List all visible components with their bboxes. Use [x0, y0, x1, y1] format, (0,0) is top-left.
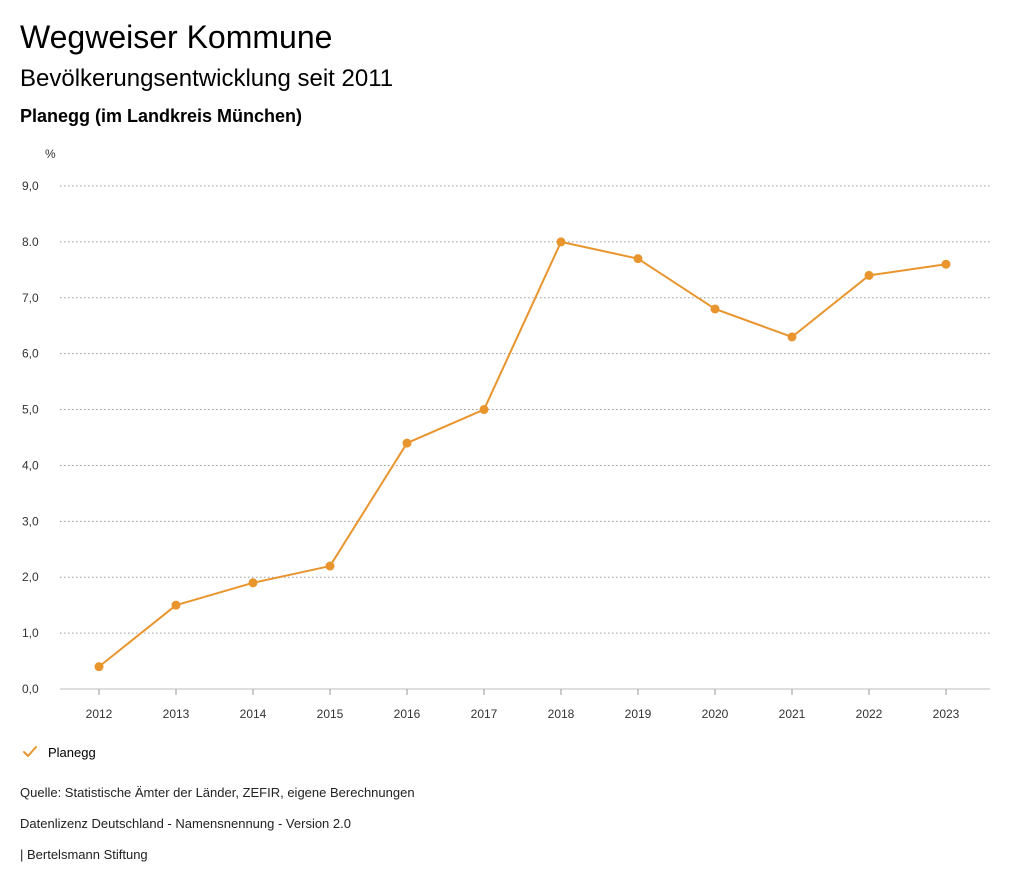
x-tick-label: 2021: [779, 707, 806, 721]
data-point[interactable]: [402, 438, 412, 448]
data-point[interactable]: [248, 578, 258, 588]
data-point[interactable]: [94, 662, 104, 672]
y-tick-label: 2,0: [22, 570, 39, 584]
y-tick-label: 0,0: [22, 682, 39, 696]
source-text: Quelle: Statistische Ämter der Länder, Z…: [20, 785, 415, 800]
data-point[interactable]: [633, 254, 643, 264]
data-point[interactable]: [171, 600, 181, 610]
y-tick-label: 9,0: [22, 179, 39, 193]
data-point[interactable]: [787, 332, 797, 342]
y-tick-label: 8.0: [22, 235, 39, 249]
y-tick-label: 4,0: [22, 458, 39, 472]
data-point[interactable]: [941, 259, 951, 269]
data-point[interactable]: [325, 561, 335, 571]
data-point[interactable]: [556, 237, 566, 247]
x-tick-label: 2022: [856, 707, 883, 721]
data-point[interactable]: [479, 405, 489, 415]
y-axis-unit-label: %: [45, 147, 56, 161]
x-tick-label: 2017: [471, 707, 498, 721]
legend-item-planegg[interactable]: Planegg: [22, 744, 96, 760]
x-tick-label: 2023: [933, 707, 960, 721]
y-tick-label: 7,0: [22, 291, 39, 305]
x-tick-label: 2015: [317, 707, 344, 721]
x-tick-label: 2014: [240, 707, 267, 721]
publisher-text: | Bertelsmann Stiftung: [20, 847, 148, 862]
place-label: Planegg (im Landkreis München): [20, 106, 303, 126]
x-tick-label: 2018: [548, 707, 575, 721]
x-tick-label: 2013: [163, 707, 190, 721]
x-tick-label: 2019: [625, 707, 652, 721]
data-point[interactable]: [710, 304, 720, 314]
data-point[interactable]: [864, 270, 874, 280]
y-tick-label: 3,0: [22, 514, 39, 528]
y-tick-label: 1,0: [22, 626, 39, 640]
y-tick-label: 6,0: [22, 347, 39, 361]
legend-label: Planegg: [48, 744, 96, 760]
license-text: Datenlizenz Deutschland - Namensnennung …: [20, 816, 351, 831]
x-tick-label: 2012: [86, 707, 113, 721]
check-icon: [23, 746, 37, 757]
chart-subtitle: Bevölkerungsentwicklung seit 2011: [20, 65, 394, 92]
page-title: Wegweiser Kommune: [20, 19, 333, 55]
series-line-planegg: [98, 240, 947, 668]
x-tick-label: 2016: [394, 707, 421, 721]
x-tick-label: 2020: [702, 707, 729, 721]
line-chart: % 0,0 1,0 2,0 3,0 4,0 5,0 6,0 7,0 8.0 9,0 2012 201…: [22, 147, 990, 721]
y-tick-label: 5,0: [22, 403, 39, 417]
